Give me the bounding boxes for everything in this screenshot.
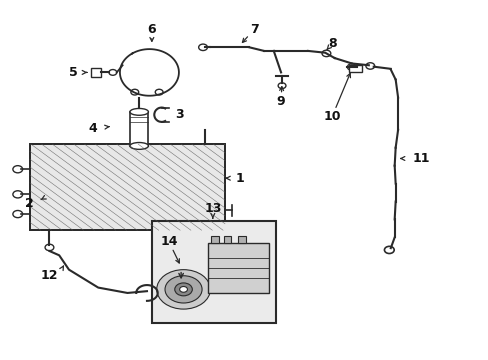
- Text: 9: 9: [276, 95, 285, 108]
- Circle shape: [346, 64, 355, 70]
- Circle shape: [109, 69, 117, 75]
- Text: 6: 6: [147, 23, 156, 36]
- Text: 8: 8: [327, 37, 336, 50]
- Circle shape: [155, 89, 163, 95]
- Text: 11: 11: [412, 152, 429, 165]
- Ellipse shape: [130, 108, 148, 115]
- Bar: [211, 235, 219, 243]
- Circle shape: [13, 191, 22, 198]
- Text: 12: 12: [41, 269, 58, 282]
- Circle shape: [13, 166, 22, 173]
- Circle shape: [179, 287, 187, 292]
- Bar: [152, 221, 276, 323]
- Circle shape: [157, 270, 210, 309]
- Circle shape: [384, 246, 393, 253]
- Text: 4: 4: [88, 122, 97, 135]
- Circle shape: [198, 44, 207, 50]
- Circle shape: [45, 244, 54, 251]
- Bar: [348, 65, 361, 72]
- Text: 3: 3: [174, 108, 183, 121]
- Circle shape: [322, 50, 330, 57]
- Text: 13: 13: [203, 202, 221, 215]
- Circle shape: [365, 63, 374, 69]
- Text: 10: 10: [323, 110, 340, 123]
- Bar: [223, 235, 231, 243]
- Bar: [30, 144, 224, 230]
- Bar: [30, 144, 224, 230]
- Bar: [130, 112, 148, 146]
- Text: 5: 5: [69, 66, 78, 79]
- Circle shape: [131, 89, 139, 95]
- Text: 14: 14: [160, 235, 177, 248]
- Bar: [207, 243, 268, 293]
- Text: 2: 2: [25, 197, 34, 210]
- Text: 1: 1: [235, 172, 244, 185]
- Bar: [238, 235, 245, 243]
- Circle shape: [13, 211, 22, 218]
- Bar: [91, 68, 101, 77]
- Circle shape: [174, 283, 192, 296]
- Circle shape: [164, 276, 202, 303]
- Ellipse shape: [130, 143, 148, 149]
- Text: 7: 7: [249, 23, 258, 36]
- Circle shape: [278, 83, 285, 89]
- Circle shape: [153, 290, 162, 296]
